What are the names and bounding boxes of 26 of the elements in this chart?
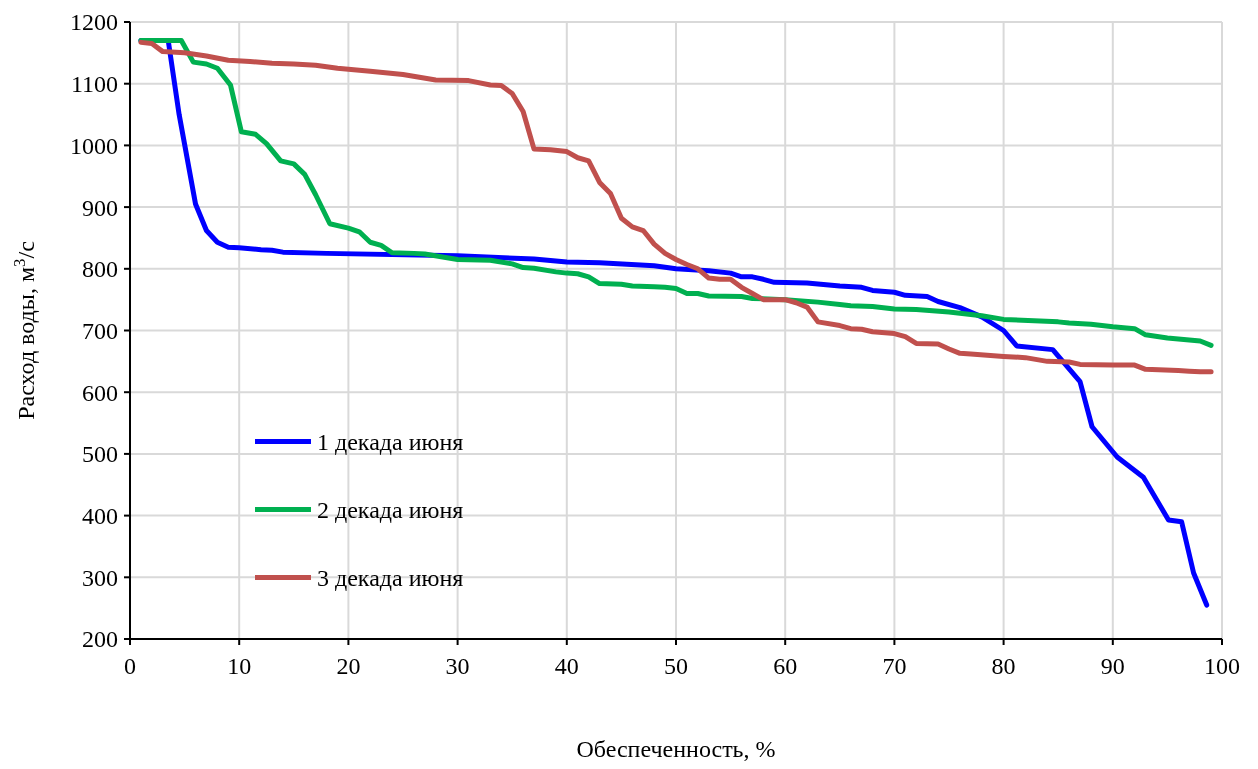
y-tick-label: 900 <box>82 194 118 221</box>
x-axis-title: Обеспеченность, % <box>576 736 776 762</box>
y-tick-label: 1000 <box>70 132 118 159</box>
x-tick-label: 80 <box>991 653 1016 679</box>
x-tick-label: 20 <box>336 653 361 679</box>
y-tick-label: 500 <box>82 441 118 468</box>
x-tick-label: 0 <box>124 653 136 679</box>
y-tick-label: 700 <box>82 317 118 344</box>
y-tick-label: 800 <box>82 256 118 283</box>
y-tick-label: 1100 <box>70 71 118 98</box>
x-tick-label: 100 <box>1204 653 1240 679</box>
legend-label: 2 декада июня <box>317 496 464 523</box>
x-tick-label: 70 <box>882 653 907 679</box>
y-tick-label: 200 <box>82 626 118 653</box>
legend-label: 1 декада июня <box>317 428 464 455</box>
y-tick-label: 1200 <box>70 9 118 36</box>
y-tick-label: 400 <box>82 503 118 529</box>
x-tick-label: 90 <box>1100 653 1125 679</box>
y-tick-label: 300 <box>82 564 118 591</box>
x-tick-label: 30 <box>445 653 470 679</box>
x-tick-label: 60 <box>773 653 798 679</box>
x-tick-label: 40 <box>554 653 579 679</box>
x-tick-label: 10 <box>227 653 252 679</box>
x-tick-label: 50 <box>664 653 688 679</box>
legend-label: 3 декада июня <box>317 564 464 591</box>
y-tick-label: 600 <box>82 379 118 406</box>
